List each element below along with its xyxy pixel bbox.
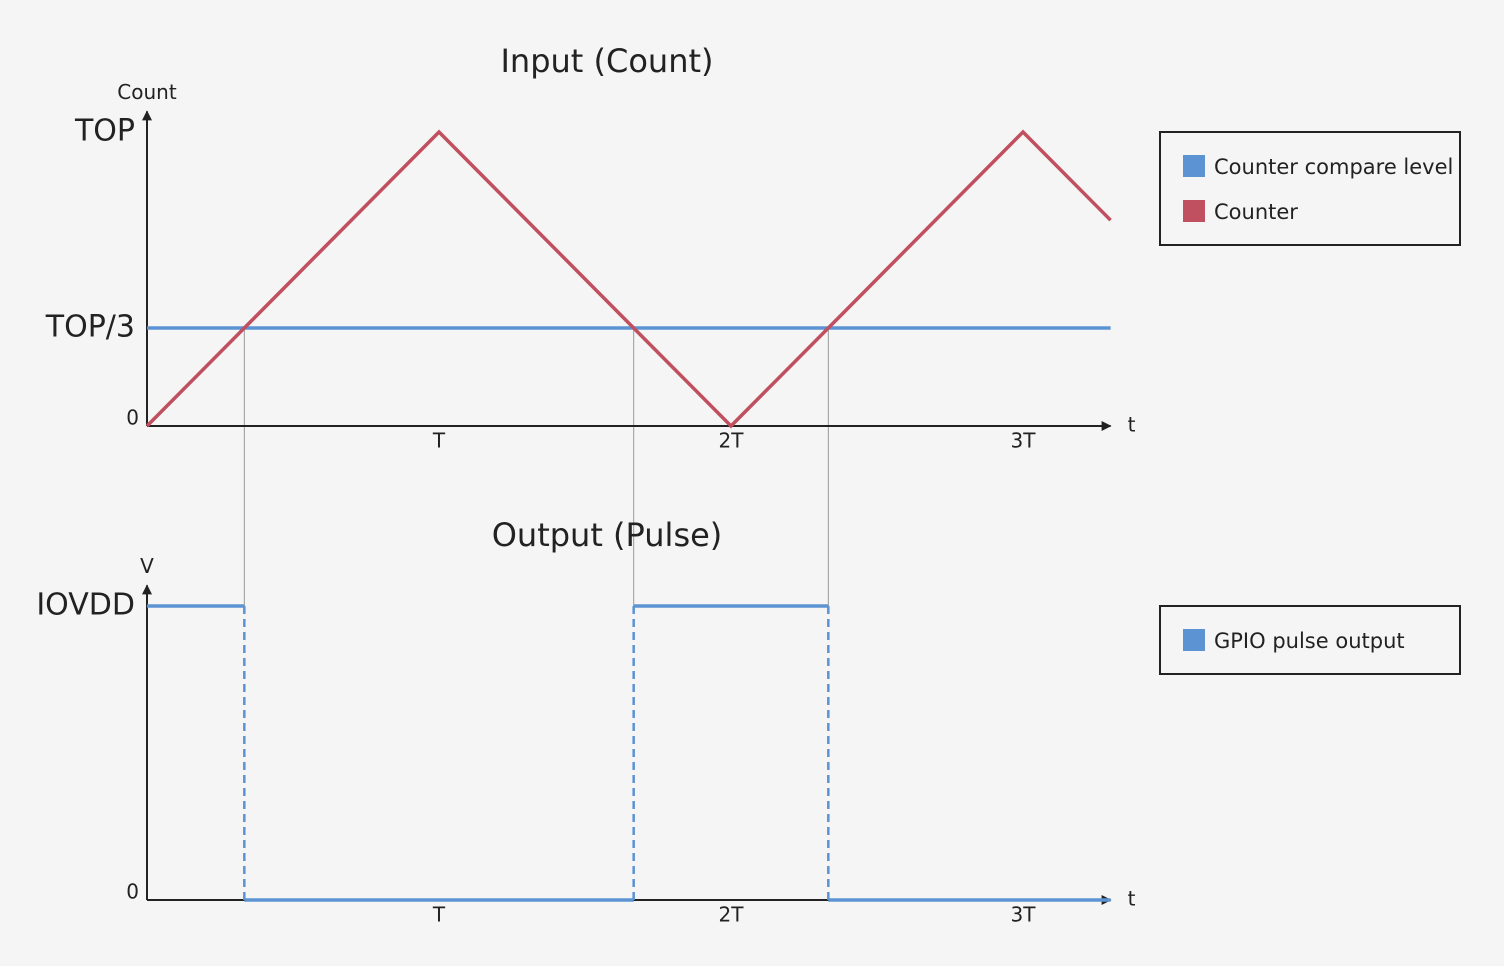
series-line <box>145 129 1112 429</box>
x-tick-label: T <box>432 429 446 453</box>
chart-title: Input (Count) <box>500 42 713 80</box>
y-tick-label: TOP <box>74 113 135 148</box>
y-axis-label: Count <box>117 80 177 104</box>
legend-swatch <box>1183 200 1205 222</box>
legend-box <box>1159 131 1461 246</box>
y-tick-label: TOP/3 <box>45 310 135 345</box>
legend-box <box>1159 605 1461 675</box>
x-tick-label: T <box>432 903 446 927</box>
x-axis-label: t <box>1128 887 1136 911</box>
x-tick-label: 2T <box>719 903 745 927</box>
chart-title: Output (Pulse) <box>492 516 723 554</box>
y-tick-label: 0 <box>126 880 139 904</box>
x-tick-label: 3T <box>1011 429 1037 453</box>
y-tick-label: 0 <box>126 406 139 430</box>
y-tick-label: IOVDD <box>36 587 135 622</box>
legend-label: Counter <box>1214 200 1298 224</box>
legend-swatch <box>1183 629 1205 651</box>
x-axis-label: t <box>1128 413 1136 437</box>
legend-swatch <box>1183 155 1205 177</box>
x-tick-label: 2T <box>719 429 745 453</box>
y-axis-label: V <box>140 554 154 578</box>
legend-label: GPIO pulse output <box>1214 629 1405 653</box>
legend-label: Counter compare level <box>1214 155 1453 179</box>
x-tick-label: 3T <box>1011 903 1037 927</box>
